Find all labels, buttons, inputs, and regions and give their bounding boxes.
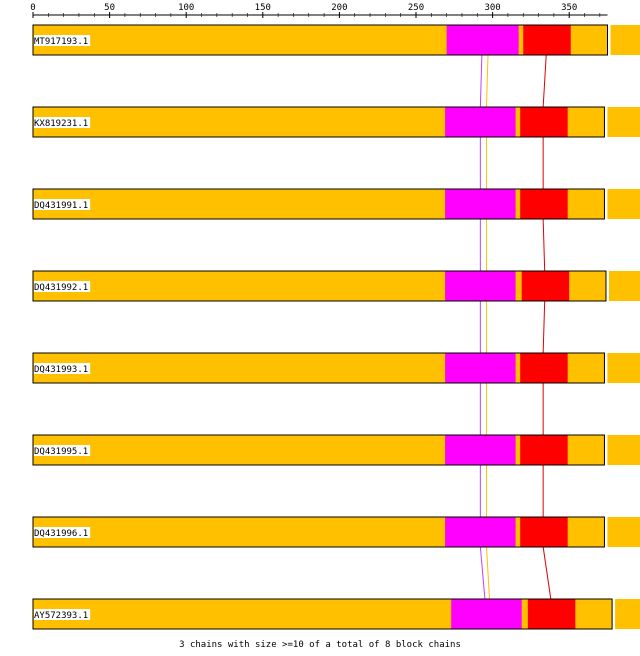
sequence-track: MT917193.1: [32, 24, 640, 56]
track-label: DQ431996.1: [34, 529, 88, 539]
block-magenta: [445, 435, 516, 465]
track-label: AY572393.1: [34, 611, 88, 621]
block-magenta: [445, 271, 516, 301]
chain-link-red: [542, 54, 547, 108]
track-bar: [33, 353, 605, 383]
track-label-bg: [34, 281, 91, 292]
track-bar: [33, 189, 605, 219]
track-bar: [33, 107, 605, 137]
track-overflow: [607, 353, 640, 383]
sequence-track: DQ431991.1: [32, 188, 640, 220]
track-label-bg: [34, 609, 91, 620]
axis-tick-label: 250: [408, 3, 424, 13]
axis-tick-label: 0: [30, 3, 35, 13]
block-red: [520, 189, 568, 219]
sequence-track: AY572393.1: [32, 598, 640, 630]
block-red: [521, 271, 570, 301]
chain-link-gold: [485, 54, 489, 108]
block-red: [520, 435, 568, 465]
block-red: [523, 25, 571, 55]
track-overflow: [610, 25, 640, 55]
chain-links: [479, 54, 552, 600]
track-label: MT917193.1: [34, 37, 88, 47]
axis: 0 50 100 150 200 250 300 350: [30, 3, 608, 18]
block-magenta: [445, 107, 516, 137]
block-red: [527, 599, 576, 629]
sequence-tracks: MT917193.1 KX819231.1 DQ431991.1 DQ431992.1…: [32, 24, 640, 630]
sequence-track: DQ431996.1: [32, 516, 640, 548]
axis-tick-label: 300: [484, 3, 500, 13]
sequence-track: KX819231.1: [32, 106, 640, 138]
track-outline: [32, 598, 613, 630]
chain-link-gold: [485, 546, 491, 600]
block-magenta: [451, 599, 522, 629]
track-overflow: [607, 189, 640, 219]
block-red: [520, 353, 568, 383]
axis-tick-label: 50: [104, 3, 115, 13]
track-overflow: [615, 599, 640, 629]
track-outline: [32, 352, 605, 384]
track-bar: [33, 25, 608, 55]
track-label-bg: [34, 199, 91, 210]
track-bar: [33, 271, 606, 301]
track-label-bg: [34, 445, 91, 456]
track-label: DQ431993.1: [34, 365, 88, 375]
track-label: DQ431995.1: [34, 447, 88, 457]
chain-link-red: [542, 300, 546, 354]
track-overflow: [607, 435, 640, 465]
sequence-track: DQ431995.1: [32, 434, 640, 466]
track-label: DQ431992.1: [34, 283, 88, 293]
track-label-bg: [34, 363, 91, 374]
chain-link-violet: [479, 54, 483, 108]
chain-summary-caption: 3 chains with size >=10 of a total of 8 …: [179, 640, 461, 650]
track-label-bg: [34, 527, 91, 538]
block-magenta: [445, 353, 516, 383]
block-magenta: [445, 517, 516, 547]
track-overflow: [607, 517, 640, 547]
track-outline: [32, 188, 605, 220]
track-overflow: [607, 107, 640, 137]
chain-link-violet: [479, 546, 486, 600]
axis-tick-label: 100: [178, 3, 194, 13]
block-magenta: [446, 25, 519, 55]
track-outline: [32, 516, 605, 548]
track-overflow: [608, 271, 640, 301]
track-label: KX819231.1: [34, 119, 88, 129]
sequence-track: DQ431993.1: [32, 352, 640, 384]
track-label-bg: [34, 35, 91, 46]
track-label: DQ431991.1: [34, 201, 88, 211]
track-bar: [33, 599, 613, 629]
track-label-bg: [34, 117, 91, 128]
track-outline: [32, 106, 605, 138]
sequence-track: DQ431992.1: [32, 270, 640, 302]
chain-link-red: [542, 218, 546, 272]
block-red: [520, 517, 568, 547]
track-outline: [32, 270, 607, 302]
chain-link-red: [542, 546, 552, 600]
track-outline: [32, 24, 608, 56]
axis-tick-label: 350: [561, 3, 577, 13]
axis-tick-label: 150: [255, 3, 271, 13]
track-bar: [33, 517, 605, 547]
track-outline: [32, 434, 605, 466]
track-bar: [33, 435, 605, 465]
axis-tick-label: 200: [331, 3, 347, 13]
block-magenta: [445, 189, 516, 219]
block-red: [520, 107, 568, 137]
